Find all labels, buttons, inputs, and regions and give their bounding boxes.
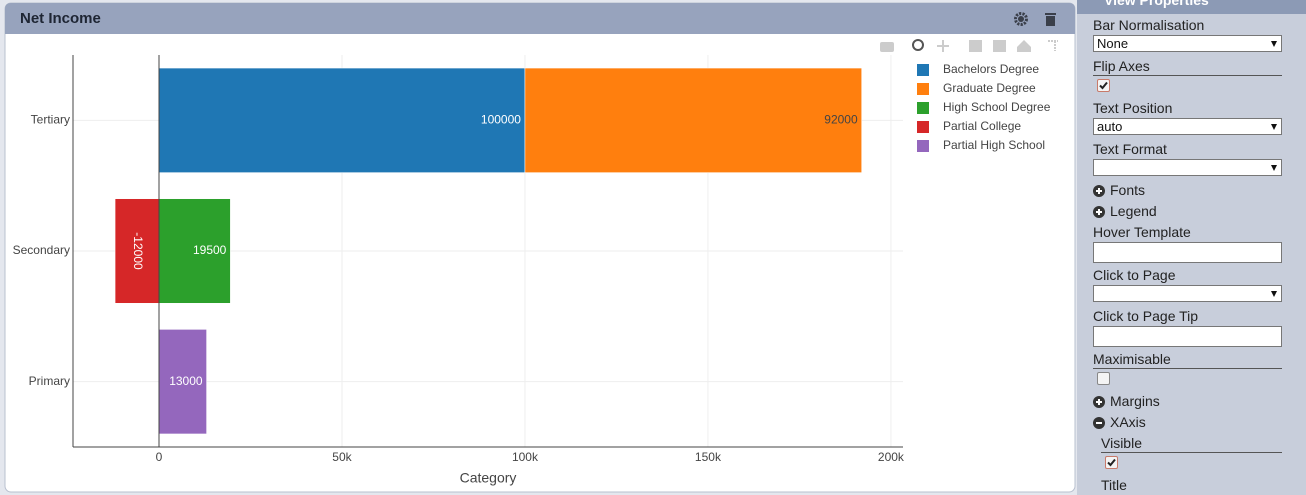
field-label: Bar Normalisation	[1093, 16, 1205, 33]
panel-title: View Properties	[1104, 0, 1209, 8]
x-axis-title: Category	[460, 470, 517, 486]
field-label: Text Format	[1093, 140, 1167, 157]
field-label: Title	[1101, 476, 1127, 493]
bar-value-label: 92000	[824, 113, 858, 127]
select-arrow	[1271, 290, 1277, 297]
bar-value-label: 13000	[169, 374, 203, 388]
checkbox[interactable]	[1105, 455, 1118, 469]
legend-label: Bachelors Degree	[943, 62, 1039, 76]
legend-label: Partial High School	[943, 138, 1045, 152]
x-tick-label: 100k	[512, 450, 539, 464]
field-label: Click to Page Tip	[1093, 307, 1199, 324]
field-label: Click to Page	[1093, 266, 1176, 283]
bar	[158, 329, 207, 435]
legend-swatch	[917, 121, 929, 133]
panel-title-bar	[1077, 0, 1306, 14]
bar-value-label: -12000	[131, 232, 145, 270]
check-mark	[1107, 458, 1116, 466]
legend-label: Graduate Degree	[943, 81, 1036, 95]
zoom-icon[interactable]	[912, 39, 924, 51]
panel-header	[5, 3, 1075, 34]
x-tick-label: 150k	[695, 450, 722, 464]
select-arrow	[1271, 40, 1277, 47]
checkbox[interactable]	[1097, 78, 1110, 92]
pan-icon[interactable]	[937, 40, 949, 52]
expander-label[interactable]: XAxis	[1110, 413, 1146, 430]
legend-swatch	[917, 102, 929, 114]
field-label: Maximisable	[1093, 351, 1282, 369]
toolbar	[880, 39, 1058, 52]
select-value: auto	[1097, 118, 1123, 134]
field-label: Flip Axes	[1093, 58, 1282, 76]
home-icon[interactable]	[1017, 40, 1031, 52]
text-input[interactable]	[1093, 325, 1282, 347]
expander-label[interactable]: Legend	[1110, 202, 1157, 219]
spike-icon[interactable]	[1048, 40, 1058, 51]
x-tick-label: 50k	[332, 450, 352, 464]
legend-swatch	[917, 83, 929, 95]
select-arrow	[1271, 164, 1277, 171]
view-properties-panel: View Properties Bar Normalisation None Fli…	[1077, 0, 1306, 495]
bar-value-label: 19500	[193, 243, 227, 257]
bar	[158, 67, 526, 173]
legend-label: Partial College	[943, 119, 1021, 133]
checkbox[interactable]	[1097, 371, 1110, 385]
y-tick-label: Tertiary	[31, 113, 70, 127]
legend-swatch	[917, 64, 929, 76]
zoom-in-icon[interactable]	[969, 40, 982, 52]
settings-icon[interactable]	[1014, 12, 1028, 26]
x-tick-label: 200k	[878, 450, 905, 464]
select-arrow	[1271, 123, 1277, 130]
bar	[114, 198, 160, 304]
field-label: Hover Template	[1093, 223, 1191, 240]
x-tick-label: 0	[156, 450, 163, 464]
expander-label[interactable]: Margins	[1110, 392, 1160, 409]
bar-value-label: 100000	[481, 113, 521, 127]
chart-title: Net Income	[20, 10, 101, 27]
expander-icon[interactable]	[1093, 416, 1105, 429]
select-box[interactable]: auto	[1093, 117, 1282, 135]
bar	[524, 67, 862, 173]
bar	[158, 198, 231, 304]
chart: Net Income 0 50k 100k 150k 200k Tertiary Secon…	[4, 2, 1076, 493]
expander-label[interactable]: Fonts	[1110, 181, 1146, 198]
select-value: None	[1097, 35, 1129, 51]
legend-swatch	[917, 140, 929, 152]
field-label: Visible	[1101, 435, 1282, 453]
text-input[interactable]	[1093, 241, 1282, 263]
select-box[interactable]	[1093, 158, 1282, 176]
legend-label: High School Degree	[943, 100, 1051, 114]
check-mark	[1099, 81, 1108, 89]
y-tick-label: Primary	[29, 374, 70, 388]
field-label: Text Position	[1093, 99, 1173, 116]
expander-icon[interactable]	[1093, 184, 1105, 197]
select-box[interactable]: None	[1093, 34, 1282, 52]
expander-icon[interactable]	[1093, 395, 1105, 408]
select-box[interactable]	[1093, 284, 1282, 302]
camera-icon[interactable]	[880, 42, 894, 52]
delete-icon[interactable]	[1045, 13, 1056, 26]
zoom-out-icon[interactable]	[993, 40, 1006, 52]
expander-icon[interactable]	[1093, 205, 1105, 218]
y-tick-label: Secondary	[13, 243, 70, 257]
